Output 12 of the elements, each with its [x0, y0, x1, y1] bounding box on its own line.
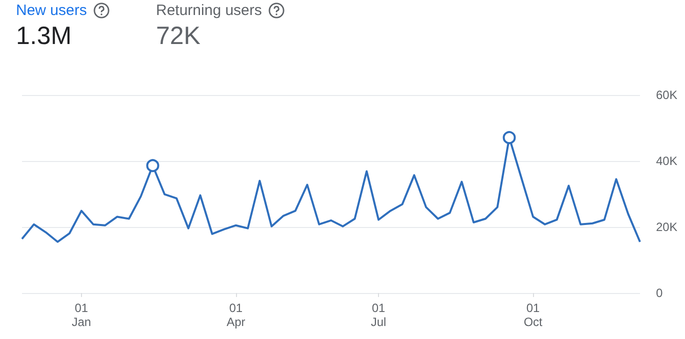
- text: New users: [16, 2, 87, 19]
- x-tick-label: 01 Jan: [72, 301, 92, 329]
- y-tick-label: 0: [656, 286, 663, 300]
- x-tick-label: 01 Apr: [226, 301, 246, 329]
- y-tick-label: 20K: [656, 220, 678, 234]
- text: 1.3M: [16, 22, 73, 51]
- text: Returning users: [156, 2, 262, 19]
- y-tick-label: 40K: [656, 154, 678, 168]
- text: 72K: [156, 22, 202, 51]
- x-tick-label: 01 Jul: [370, 301, 386, 329]
- x-tick-label: 01 Oct: [524, 301, 544, 329]
- y-tick-label: 60K: [656, 88, 678, 102]
